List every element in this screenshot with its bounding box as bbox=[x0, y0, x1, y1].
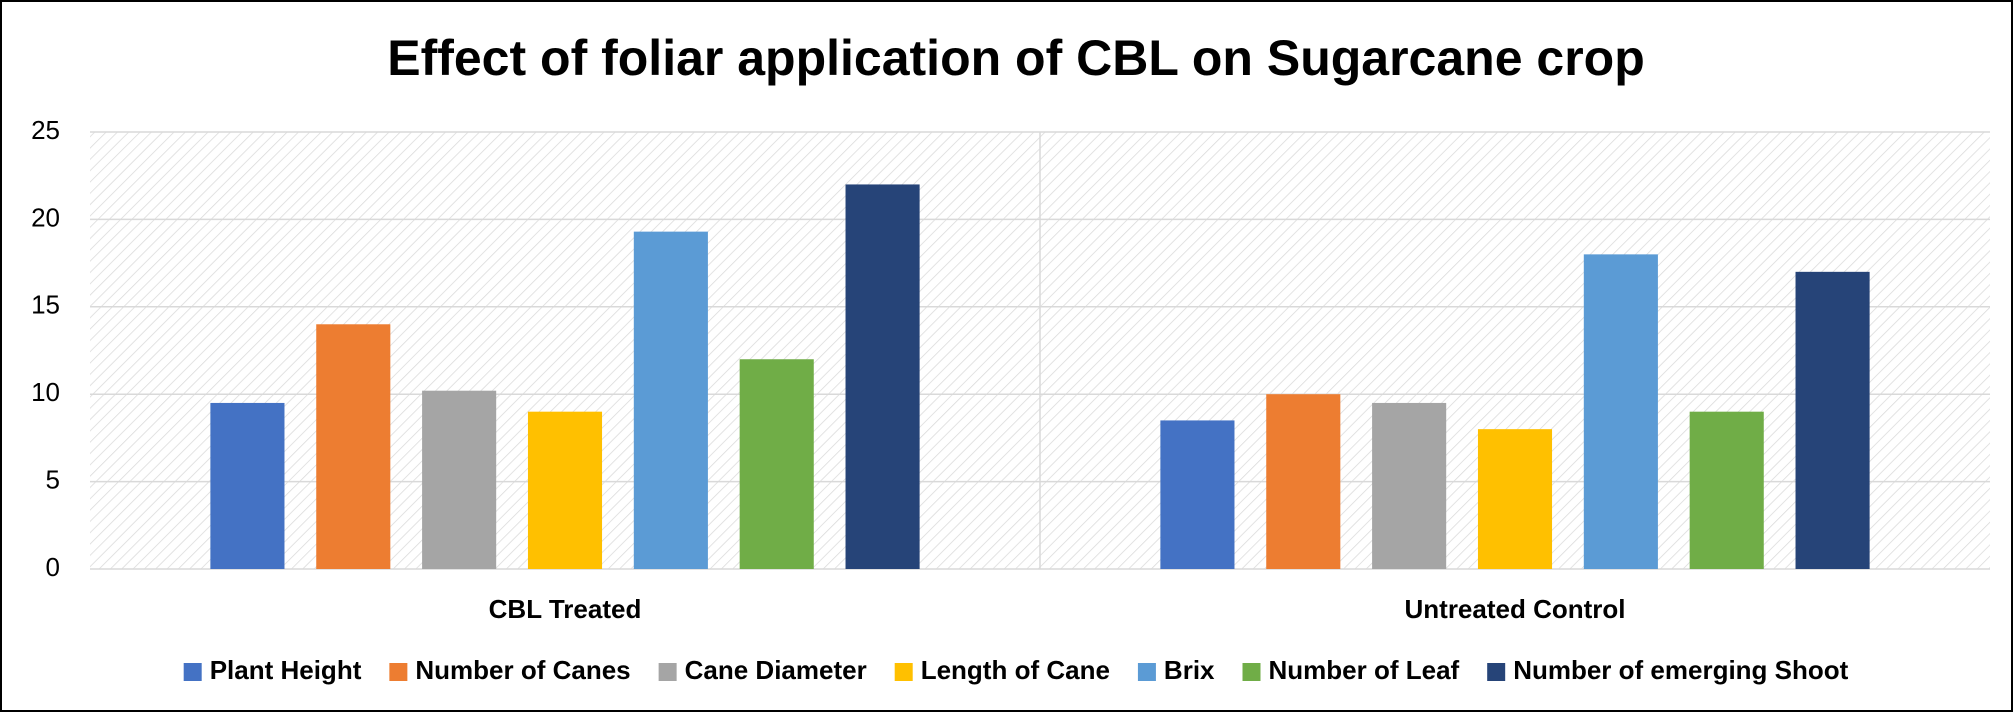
bar bbox=[845, 184, 920, 569]
legend-label: Cane Diameter bbox=[685, 655, 867, 685]
legend-swatch bbox=[1242, 663, 1261, 681]
bar bbox=[210, 402, 285, 569]
x-tick-label: Untreated Control bbox=[1405, 594, 1626, 624]
legend-swatch bbox=[894, 663, 913, 681]
bar bbox=[633, 231, 708, 570]
y-tick-label: 20 bbox=[31, 202, 60, 232]
chart-title: Effect of foliar application of CBL on S… bbox=[387, 30, 1645, 86]
legend-label: Number of emerging Shoot bbox=[1513, 655, 1848, 685]
bar bbox=[422, 390, 497, 569]
bar bbox=[1583, 254, 1658, 570]
bar bbox=[1795, 271, 1870, 569]
bar bbox=[316, 324, 391, 569]
bar bbox=[1266, 394, 1341, 569]
legend-label: Number of Canes bbox=[415, 655, 630, 685]
x-tick-label: CBL Treated bbox=[489, 594, 642, 624]
legend-label: Number of Leaf bbox=[1269, 655, 1460, 685]
bar bbox=[1372, 402, 1447, 569]
legend-swatch bbox=[1487, 663, 1506, 681]
bar bbox=[1689, 411, 1764, 569]
legend-swatch bbox=[1137, 663, 1156, 681]
legend-label: Plant Height bbox=[210, 655, 362, 685]
legend-swatch bbox=[389, 663, 408, 681]
bar bbox=[1477, 429, 1553, 569]
y-tick-label: 15 bbox=[31, 290, 60, 320]
bar bbox=[1160, 420, 1235, 569]
y-tick-label: 25 bbox=[31, 115, 60, 145]
y-tick-label: 10 bbox=[31, 377, 60, 407]
legend-swatch bbox=[183, 663, 202, 681]
legend-label: Brix bbox=[1164, 655, 1215, 685]
y-tick-label: 5 bbox=[46, 464, 60, 494]
y-tick-label: 0 bbox=[46, 552, 60, 582]
bar bbox=[739, 359, 814, 569]
legend-label: Length of Cane bbox=[921, 655, 1110, 685]
bar bbox=[527, 411, 603, 569]
legend-swatch bbox=[658, 663, 677, 681]
